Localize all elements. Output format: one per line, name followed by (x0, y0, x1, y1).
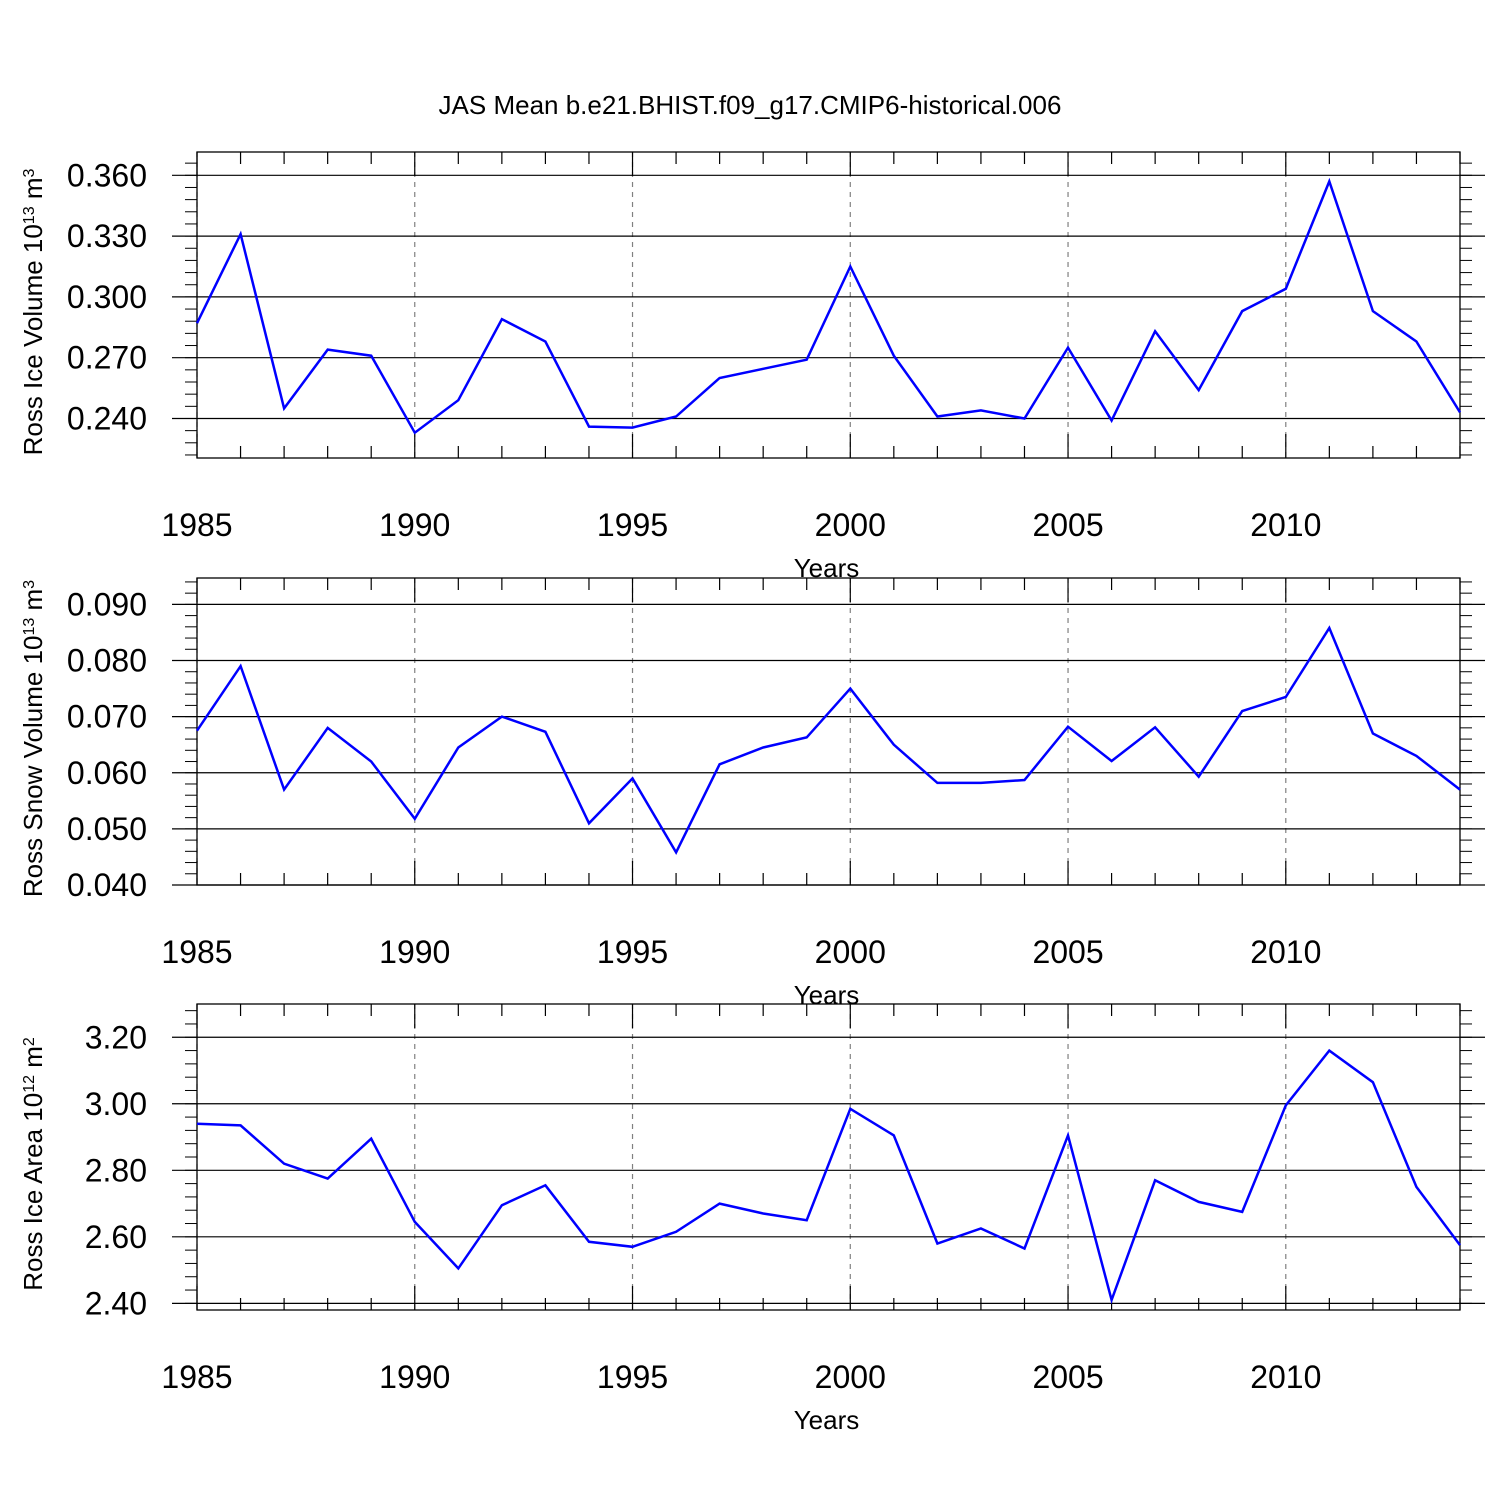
x-axis-label: Years (794, 1405, 860, 1435)
y-tick-label: 2.80 (85, 1152, 147, 1188)
y-tick-label: 2.60 (85, 1219, 147, 1255)
x-tick-label: 1990 (379, 934, 450, 970)
x-axis-label: Years (794, 980, 860, 1010)
x-tick-label: 2010 (1250, 934, 1321, 970)
x-tick-label: 1985 (161, 1359, 232, 1395)
x-tick-label: 2005 (1032, 1359, 1103, 1395)
x-tick-label: 2010 (1250, 1359, 1321, 1395)
series-line (195, 177, 1462, 435)
x-tick-label: 2000 (815, 1359, 886, 1395)
x-tick-label: 1990 (379, 1359, 450, 1395)
x-tick-label: 2000 (815, 507, 886, 543)
y-tick-label: 0.270 (67, 340, 147, 376)
chart-panel-2: 1985 1990 1995 2000 2005 2010 0.040 0.050 0.060 0… (18, 577, 1485, 1010)
y-tick-label: 0.330 (67, 218, 147, 254)
y-tick-label: 0.240 (67, 400, 147, 436)
series-line (196, 1048, 1462, 1305)
y-tick-label: 0.070 (67, 699, 147, 735)
y-axis-label-exponent: 13 (21, 618, 38, 636)
plot-frame (196, 1003, 1461, 1311)
y-tick-label: 3.20 (85, 1019, 147, 1055)
x-tick-label: 1985 (161, 934, 232, 970)
y-tick-label: 0.060 (67, 755, 147, 791)
chart-title: JAS Mean b.e21.BHIST.f09_g17.CMIP6-histo… (439, 90, 1062, 120)
y-axis-label-unit-exponent: 3 (21, 580, 38, 589)
x-tick-label: 2005 (1032, 934, 1103, 970)
y-tick-label: 0.360 (67, 157, 147, 193)
y-tick-label: 2.40 (85, 1285, 147, 1321)
x-tick-label: 1990 (379, 507, 450, 543)
chart-panel-3: 1985 1990 1995 2000 2005 2010 2.40 2.60 2.80 3.00… (18, 1003, 1485, 1435)
y-axis-label-exponent: 13 (21, 206, 38, 224)
y-tick-label: 3.00 (85, 1086, 147, 1122)
panels: 1985 1990 1995 2000 2005 2010 0.240 0.270 0.300 0… (18, 151, 1485, 1435)
plot-frame (196, 151, 1461, 459)
y-tick-label: 0.050 (67, 811, 147, 847)
y-axis-label: Ross Ice Volume 1013 m3 (18, 168, 48, 455)
y-tick-label: 0.040 (67, 867, 147, 903)
y-axis-label-unit: m (18, 177, 48, 206)
y-tick-label: 0.090 (67, 586, 147, 622)
series-line (195, 625, 1461, 856)
x-tick-label: 1995 (597, 1359, 668, 1395)
y-axis-label: Ross Snow Volume 1013 m3 (18, 580, 48, 897)
y-axis-label-unit-exponent: 2 (21, 1037, 38, 1046)
y-axis-label-name: Ross Ice Area 10 (18, 1093, 48, 1291)
x-tick-label: 1985 (161, 507, 232, 543)
y-axis-label-unit-exponent: 3 (21, 168, 38, 177)
y-axis-label-exponent: 12 (21, 1075, 38, 1093)
x-tick-label: 1995 (597, 507, 668, 543)
plot-frame (196, 577, 1461, 886)
y-tick-label: 0.080 (67, 643, 147, 679)
y-axis-label-unit: m (18, 589, 48, 618)
y-tick-label: 0.300 (67, 279, 147, 315)
x-tick-label: 1995 (597, 934, 668, 970)
x-tick-label: 2005 (1032, 507, 1103, 543)
y-axis-label-unit: m (18, 1046, 48, 1075)
x-tick-label: 2000 (815, 934, 886, 970)
x-tick-label: 2010 (1250, 507, 1321, 543)
chart-panel-1: 1985 1990 1995 2000 2005 2010 0.240 0.270 0.300 0… (18, 151, 1485, 583)
y-axis-label-name: Ross Snow Volume 10 (18, 636, 48, 898)
y-axis-label: Ross Ice Area 1012 m2 (18, 1037, 48, 1291)
y-axis-label-name: Ross Ice Volume 10 (18, 224, 48, 455)
